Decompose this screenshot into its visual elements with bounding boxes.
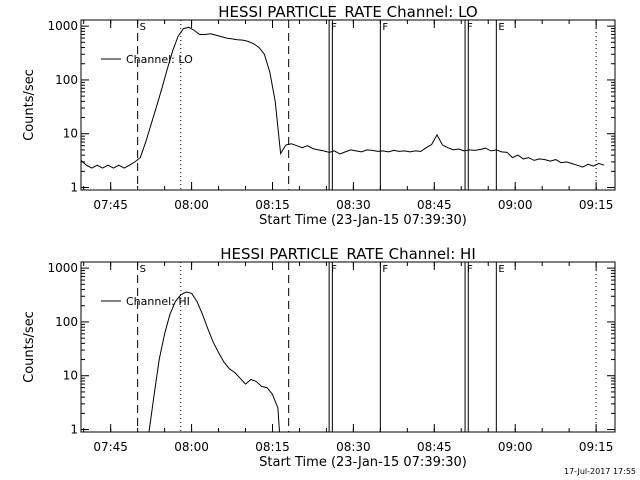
- x-tick-label: 09:00: [498, 198, 533, 212]
- y-tick-label: 1: [70, 181, 78, 195]
- x-tick-label: 07:45: [93, 440, 128, 454]
- x-tick-label: 08:15: [255, 440, 290, 454]
- event-marker-label: F: [331, 264, 337, 275]
- x-axis-label: Start Time (23-Jan-15 07:39:30): [259, 455, 467, 470]
- x-tick-label: 08:00: [174, 440, 209, 454]
- x-axis-label: Start Time (23-Jan-15 07:39:30): [259, 213, 467, 228]
- x-tick-label: 09:00: [498, 440, 533, 454]
- y-tick-label: 10: [63, 127, 78, 141]
- plot-frame: [80, 261, 616, 433]
- y-tick-label: 1000: [47, 261, 78, 275]
- event-marker-label: S: [140, 22, 146, 33]
- panel-hi-channel: HESSI PARTICLE_RATE Channel: HI 1 10 100 100…: [22, 245, 616, 470]
- x-tick-label: 08:30: [336, 440, 371, 454]
- event-marker-label: F: [467, 264, 473, 275]
- x-tick-label: 08:45: [417, 198, 452, 212]
- y-axis-label: Counts/sec: [22, 69, 37, 141]
- event-marker-label: F: [382, 264, 388, 275]
- chart-title: HESSI PARTICLE_RATE Channel: LO: [218, 3, 477, 22]
- x-tick-label: 09:15: [579, 440, 614, 454]
- plot-frame: [80, 19, 616, 191]
- y-tick-label: 100: [55, 73, 78, 87]
- y-tick-label: 100: [55, 315, 78, 329]
- event-marker-label: F: [467, 22, 473, 33]
- event-marker-label: E: [498, 264, 504, 275]
- x-tick-label: 09:15: [579, 198, 614, 212]
- event-marker-label: S: [140, 264, 146, 275]
- y-axis-label: Counts/sec: [22, 311, 37, 383]
- x-tick-label: 08:15: [255, 198, 290, 212]
- footer-date: 17-Jul-2017 17:55: [564, 467, 636, 476]
- y-tick-label: 10: [63, 369, 78, 383]
- series-line: [148, 291, 280, 433]
- event-marker-label: E: [498, 22, 504, 33]
- series-line: [80, 26, 605, 169]
- y-tick-label: 1000: [47, 19, 78, 33]
- event-marker-label: F: [382, 22, 388, 33]
- x-tick-label: 08:00: [174, 198, 209, 212]
- x-tick-label: 08:45: [417, 440, 452, 454]
- event-marker-label: F: [331, 22, 337, 33]
- legend-label: Channel: LO: [126, 53, 193, 66]
- panel-lo-channel: HESSI PARTICLE_RATE Channel: LO 1 10 100 100…: [22, 3, 616, 228]
- x-tick-label: 07:45: [93, 198, 128, 212]
- legend-label: Channel: HI: [126, 295, 190, 308]
- x-tick-label: 08:30: [336, 198, 371, 212]
- chart-title: HESSI PARTICLE_RATE Channel: HI: [220, 245, 476, 264]
- y-tick-label: 1: [70, 423, 78, 437]
